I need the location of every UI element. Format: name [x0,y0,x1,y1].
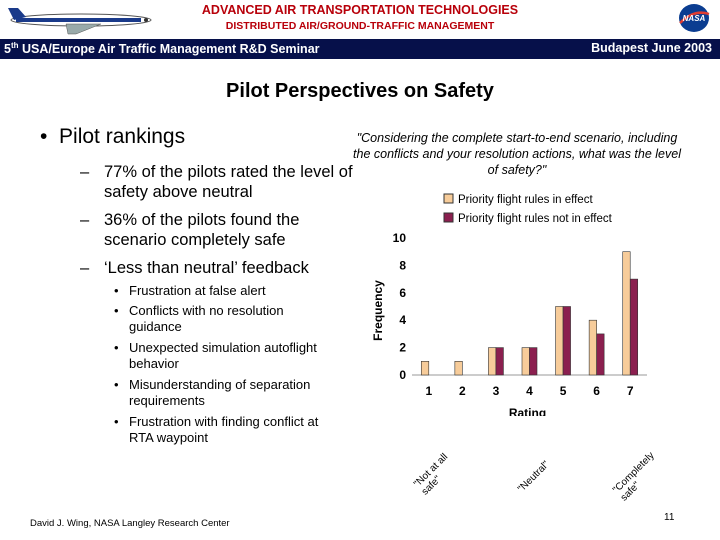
nasa-logo-text: NASA [683,14,706,23]
x-tick-label: 5 [560,384,567,398]
dash-text: ‘Less than neutral’ feedback [104,259,309,277]
legend-swatch-0 [443,193,454,204]
header-subtitle: DISTRIBUTED AIR/GROUND-TRAFFIC MANAGEMEN… [225,20,495,32]
y-tick-label: 0 [399,368,406,382]
bar-series1-cat4 [529,347,538,376]
header-bar: 5th USA/Europe Air Traffic Management R&… [0,39,720,59]
x-tick-label: 2 [459,384,466,398]
dash-mark: – [80,211,90,229]
footer-author: David J. Wing, NASA Langley Research Cen… [30,518,230,529]
slide-title: Pilot Perspectives on Safety [226,80,494,102]
dash-text: 77% of the pilots rated the level of saf… [104,163,353,201]
legend-swatch-1 [443,212,454,223]
page-number: 11 [664,512,675,523]
bar-series1-cat5 [562,306,571,376]
nasa-logo: NASA [679,4,710,32]
bar-series0-cat2 [454,361,463,376]
survey-question: "Considering the complete start-to-end s… [353,131,681,177]
legend-label-0: Priority flight rules in effect [458,194,593,206]
y-tick-label: 8 [399,258,406,272]
sub-mark: • [114,340,119,355]
sub-text: Misunderstanding of separation requireme… [129,377,311,408]
bar-series0-cat3 [488,347,497,376]
frequency-bar-chart: Priority flight rules in effect Priority… [371,193,647,416]
sub-text: Frustration at false alert [129,283,266,298]
scale-label-completely-safe: "Completely safe" [611,450,657,504]
seminar-name: USA/Europe Air Traffic Management R&D Se… [18,42,320,57]
bullet-pilot-rankings: • Pilot rankings [40,125,186,148]
sub-mark: • [114,377,119,392]
sub-mark: • [114,414,119,429]
x-tick-label: 1 [425,384,432,398]
y-tick-label: 4 [399,313,406,327]
scale-label-not-at-all-safe: "Not at all safe" [412,451,451,498]
seminar-title: 5th USA/Europe Air Traffic Management R&… [4,41,320,56]
scale-label-neutral: "Neutral" [516,459,552,495]
sub-text: Conflicts with no resolution guidance [129,303,284,334]
header-title: ADVANCED AIR TRANSPORTATION TECHNOLOGIES [201,3,519,17]
seminar-ordinal: 5 [4,42,11,57]
x-tick-label: 4 [526,384,533,398]
sub-mark: • [114,283,119,298]
bullet-text: Pilot rankings [59,125,186,148]
dash-text: 36% of the pilots found the scenario com… [104,211,300,249]
bar-series0-cat5 [555,306,564,376]
dash-mark: – [80,163,90,181]
y-axis-label: Frequency [371,280,385,341]
x-tick-label: 3 [493,384,500,398]
bar-series1-cat7 [629,278,639,376]
legend-label-1: Priority flight rules not in effect [458,213,613,225]
x-axis-label: Rating [509,406,546,416]
bar-series0-cat4 [521,347,530,376]
sub-mark: • [114,303,119,318]
location-date: Budapest June 2003 [591,41,712,55]
x-tick-label: 7 [627,384,634,398]
chart-legend: Priority flight rules in effect Priority… [443,193,613,225]
bar-series0-cat6 [588,319,597,376]
bar-series0-cat1 [420,361,430,376]
x-tick-label: 6 [593,384,600,398]
y-tick-label: 10 [393,231,407,245]
y-tick-label: 6 [399,286,406,300]
seminar-ordinal-suffix: th [10,41,19,50]
dash-mark: – [80,259,90,277]
bar-series0-cat7 [622,251,631,376]
bar-series1-cat6 [596,333,605,376]
sub-text: Unexpected simulation autoflight behavio… [129,340,317,371]
bar-series1-cat3 [495,347,504,376]
y-tick-label: 2 [399,341,406,355]
airliner-logo [8,8,152,35]
sub-text: Frustration with finding conflict at RTA… [129,414,319,445]
